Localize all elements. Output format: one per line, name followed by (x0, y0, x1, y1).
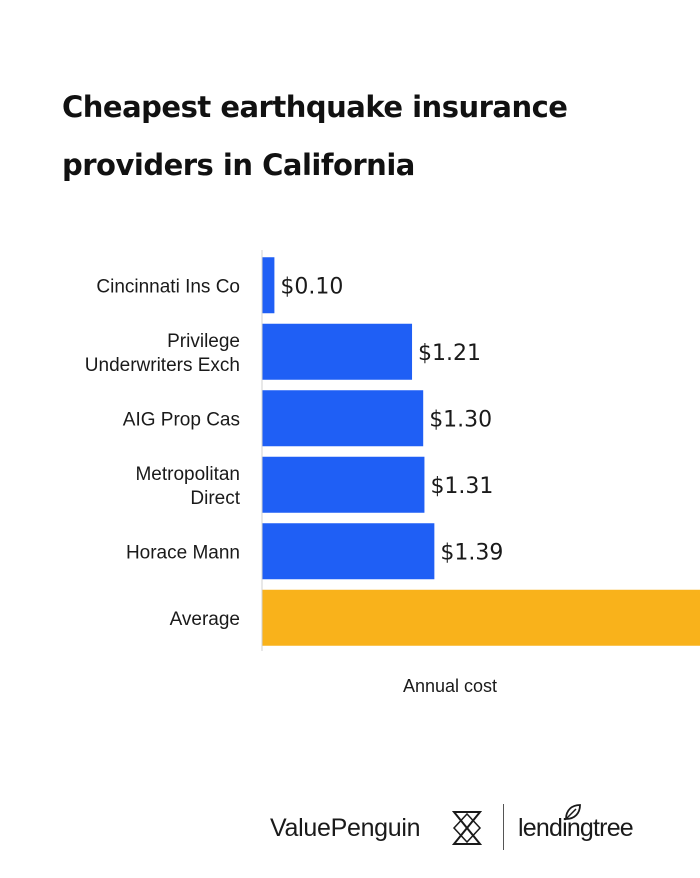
bar-0 (262, 257, 275, 314)
category-label-3: Metropolitan Direct (135, 464, 240, 509)
value-label-4: $1.39 (440, 540, 503, 565)
category-label-4-line-0: Horace Mann (126, 542, 240, 563)
category-label-2-line-0: AIG Prop Cas (123, 409, 240, 430)
bar-1 (262, 323, 413, 380)
bar-chart: Cincinnati Ins Co Privilege Underwriters E… (85, 250, 700, 696)
value-label-1: $1.21 (418, 341, 481, 366)
logo-divider (503, 804, 504, 850)
valuepenguin-logo-icon (451, 811, 483, 845)
bar-5 (262, 589, 700, 646)
bars-group (262, 257, 700, 646)
category-label-3-line-0: Metropolitan (135, 464, 240, 485)
footer-logos: ValuePenguin lendingtree (0, 800, 700, 860)
value-labels-group: $0.10$1.21$1.30$1.31$1.39$3.54 (280, 274, 503, 565)
category-label-2: AIG Prop Cas (123, 409, 240, 430)
value-label-2: $1.30 (429, 407, 492, 432)
category-label-3-line-1: Direct (190, 488, 240, 509)
category-labels-group: Cincinnati Ins Co Privilege Underwriters E… (85, 276, 241, 630)
bar-4 (262, 523, 435, 580)
valuepenguin-logo-text: ValuePenguin (270, 814, 421, 842)
category-label-1: Privilege Underwriters Exch (85, 331, 240, 376)
chart-title: Cheapest earthquake insurance providers … (62, 78, 662, 194)
x-axis-title: Annual cost (403, 676, 497, 696)
chart-title-line-1: Cheapest earthquake insurance (62, 90, 568, 124)
category-label-5-line-0: Average (170, 609, 240, 630)
category-label-1-line-1: Underwriters Exch (85, 355, 240, 376)
category-label-1-line-0: Privilege (167, 331, 240, 352)
category-label-5: Average (170, 609, 240, 630)
bar-3 (262, 456, 425, 513)
category-label-4: Horace Mann (126, 542, 240, 563)
value-label-0: $0.10 (280, 274, 343, 299)
leaf-icon (565, 804, 581, 820)
lendingtree-logo-text: lendingtree (518, 814, 634, 842)
category-label-0: Cincinnati Ins Co (96, 276, 240, 297)
bar-2 (262, 390, 424, 447)
chart-title-line-2: providers in California (62, 148, 415, 182)
category-label-0-line-0: Cincinnati Ins Co (96, 276, 240, 297)
value-label-3: $1.31 (430, 474, 493, 499)
